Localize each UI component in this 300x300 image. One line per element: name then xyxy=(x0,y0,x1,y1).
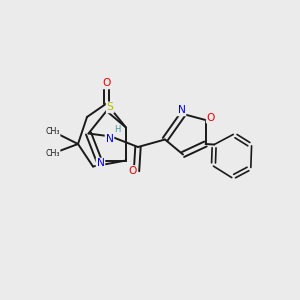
Text: N: N xyxy=(178,105,185,116)
Text: CH₃: CH₃ xyxy=(45,148,60,158)
Text: N: N xyxy=(106,134,113,144)
Text: N: N xyxy=(97,158,104,169)
Text: O: O xyxy=(207,112,215,123)
Text: O: O xyxy=(102,78,111,88)
Text: CH₃: CH₃ xyxy=(45,128,60,136)
Text: H: H xyxy=(114,125,121,134)
Text: O: O xyxy=(129,166,137,176)
Text: S: S xyxy=(107,102,113,112)
